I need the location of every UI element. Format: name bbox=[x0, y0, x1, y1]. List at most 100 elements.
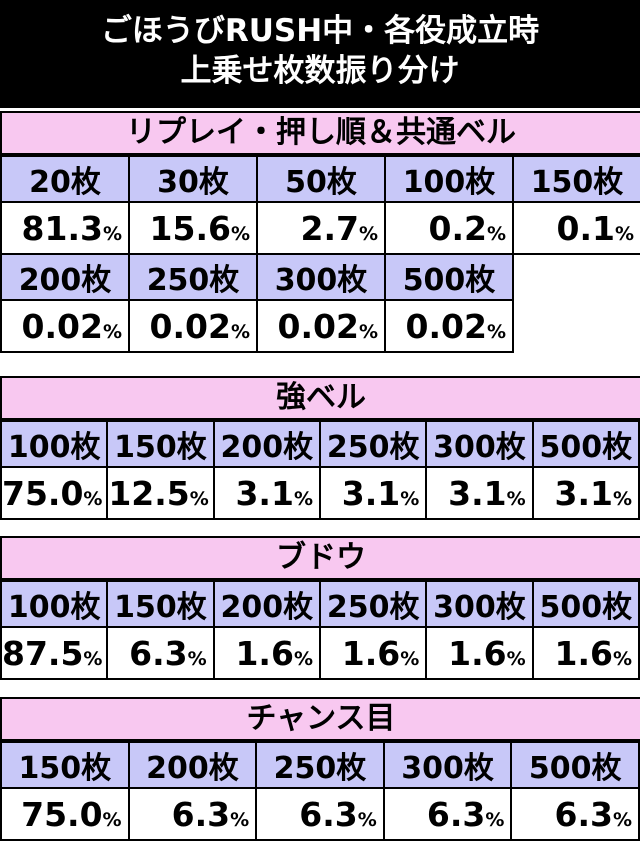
probability-value: 12.5 bbox=[108, 473, 190, 513]
probability-cell: 0.2% bbox=[384, 201, 514, 255]
percent-unit: % bbox=[187, 647, 207, 670]
probability-cell: 81.3% bbox=[0, 201, 130, 255]
page-title: ごほうびRUSH中・各役成立時 上乗せ枚数振り分け bbox=[0, 0, 640, 108]
medal-count-label: 500枚 bbox=[531, 580, 640, 628]
probability-value: 0.02 bbox=[277, 306, 359, 346]
probability-cell: 0.02% bbox=[384, 299, 514, 353]
probability-cell: 87.5% bbox=[0, 626, 109, 680]
medal-count-label: 150枚 bbox=[106, 580, 215, 628]
probability-cell: 0.1% bbox=[512, 201, 640, 255]
medal-count-label: 100枚 bbox=[0, 420, 109, 468]
payout-table: 20枚 30枚 50枚 100枚 150枚 81.3% 15.6% 2.7% 0… bbox=[0, 155, 640, 353]
probability-cell: 3.1% bbox=[531, 466, 640, 520]
percent-unit: % bbox=[230, 320, 250, 343]
probability-value: 75.0 bbox=[2, 473, 84, 513]
medal-count-label: 500枚 bbox=[510, 741, 640, 789]
label-row: 200枚 250枚 300枚 500枚 bbox=[0, 253, 640, 301]
probability-value: 0.1 bbox=[556, 208, 615, 248]
percent-unit: % bbox=[612, 487, 632, 510]
probability-value: 3.1 bbox=[235, 473, 294, 513]
probability-cell: 1.6% bbox=[212, 626, 321, 680]
percent-unit: % bbox=[485, 808, 505, 831]
probability-value: 6.3 bbox=[299, 794, 358, 834]
probability-value: 1.6 bbox=[235, 633, 294, 673]
probability-value: 1.6 bbox=[554, 633, 613, 673]
probability-value: 15.6 bbox=[149, 208, 231, 248]
probability-cell: 0.02% bbox=[0, 299, 130, 353]
medal-count-label: 250枚 bbox=[318, 420, 428, 468]
probability-cell: 6.3% bbox=[127, 787, 258, 841]
empty-cell bbox=[513, 254, 640, 300]
medal-count-label: 20枚 bbox=[0, 155, 130, 203]
section-heading: リプレイ・押し順＆共通ベル bbox=[0, 111, 640, 155]
probability-value: 81.3 bbox=[21, 208, 103, 248]
probability-cell: 0.02% bbox=[128, 299, 258, 353]
percent-unit: % bbox=[189, 487, 209, 510]
medal-count-label: 30枚 bbox=[128, 155, 258, 203]
probability-value: 6.3 bbox=[554, 794, 613, 834]
label-row: 20枚 30枚 50枚 100枚 150枚 bbox=[0, 155, 640, 203]
medal-count-label: 50枚 bbox=[256, 155, 386, 203]
medal-count-label: 150枚 bbox=[106, 420, 215, 468]
medal-count-label: 100枚 bbox=[384, 155, 514, 203]
label-row: 100枚 150枚 200枚 250枚 300枚 500枚 bbox=[0, 580, 640, 628]
medal-count-label: 100枚 bbox=[0, 580, 109, 628]
probability-cell: 3.1% bbox=[425, 466, 534, 520]
probability-cell: 1.6% bbox=[425, 626, 534, 680]
medal-count-label: 500枚 bbox=[384, 253, 514, 301]
probability-cell: 1.6% bbox=[318, 626, 428, 680]
percent-unit: % bbox=[612, 647, 632, 670]
value-row: 75.0% 6.3% 6.3% 6.3% 6.3% bbox=[0, 787, 640, 841]
label-row: 100枚 150枚 200枚 250枚 300枚 500枚 bbox=[0, 420, 640, 468]
probability-cell: 6.3% bbox=[255, 787, 385, 841]
percent-unit: % bbox=[102, 320, 122, 343]
percent-unit: % bbox=[293, 647, 313, 670]
percent-unit: % bbox=[230, 808, 250, 831]
probability-value: 0.2 bbox=[428, 208, 487, 248]
percent-unit: % bbox=[83, 487, 103, 510]
probability-value: 0.02 bbox=[405, 306, 487, 346]
section-heading: チャンス目 bbox=[0, 697, 640, 741]
percent-unit: % bbox=[400, 647, 420, 670]
title-line-2: 上乗せ枚数振り分け bbox=[180, 53, 460, 89]
percent-unit: % bbox=[614, 222, 634, 245]
probability-cell: 6.3% bbox=[510, 787, 640, 841]
medal-count-label: 300枚 bbox=[382, 741, 513, 789]
probability-value: 3.1 bbox=[554, 473, 613, 513]
percent-unit: % bbox=[486, 320, 506, 343]
probability-value: 6.3 bbox=[171, 794, 231, 834]
probability-value: 6.3 bbox=[129, 633, 188, 673]
medal-count-label: 250枚 bbox=[128, 253, 258, 301]
probability-cell: 3.1% bbox=[212, 466, 321, 520]
percent-unit: % bbox=[486, 222, 506, 245]
medal-count-label: 500枚 bbox=[531, 420, 640, 468]
probability-cell: 3.1% bbox=[318, 466, 428, 520]
medal-count-label: 150枚 bbox=[0, 741, 130, 789]
probability-cell: 0.02% bbox=[256, 299, 386, 353]
medal-count-label: 300枚 bbox=[256, 253, 386, 301]
medal-count-label: 200枚 bbox=[0, 253, 130, 301]
probability-cell: 75.0% bbox=[0, 787, 130, 841]
probability-value: 1.6 bbox=[341, 633, 401, 673]
percent-unit: % bbox=[293, 487, 313, 510]
percent-unit: % bbox=[83, 647, 103, 670]
percent-unit: % bbox=[357, 808, 377, 831]
probability-value: 0.02 bbox=[21, 306, 103, 346]
probability-value: 2.7 bbox=[300, 208, 359, 248]
medal-count-label: 150枚 bbox=[512, 155, 640, 203]
medal-count-label: 250枚 bbox=[318, 580, 428, 628]
medal-count-label: 300枚 bbox=[425, 580, 534, 628]
percent-unit: % bbox=[612, 808, 632, 831]
percent-unit: % bbox=[506, 647, 526, 670]
value-row: 87.5% 6.3% 1.6% 1.6% 1.6% 1.6% bbox=[0, 626, 640, 680]
probability-value: 3.1 bbox=[448, 473, 507, 513]
probability-cell: 6.3% bbox=[106, 626, 215, 680]
title-line-1: ごほうびRUSH中・各役成立時 bbox=[100, 13, 540, 49]
probability-value: 6.3 bbox=[426, 794, 486, 834]
percent-unit: % bbox=[506, 487, 526, 510]
probability-cell: 12.5% bbox=[106, 466, 215, 520]
medal-count-label: 200枚 bbox=[212, 420, 321, 468]
percent-unit: % bbox=[230, 222, 250, 245]
probability-value: 75.0 bbox=[21, 794, 103, 834]
probability-cell: 1.6% bbox=[531, 626, 640, 680]
